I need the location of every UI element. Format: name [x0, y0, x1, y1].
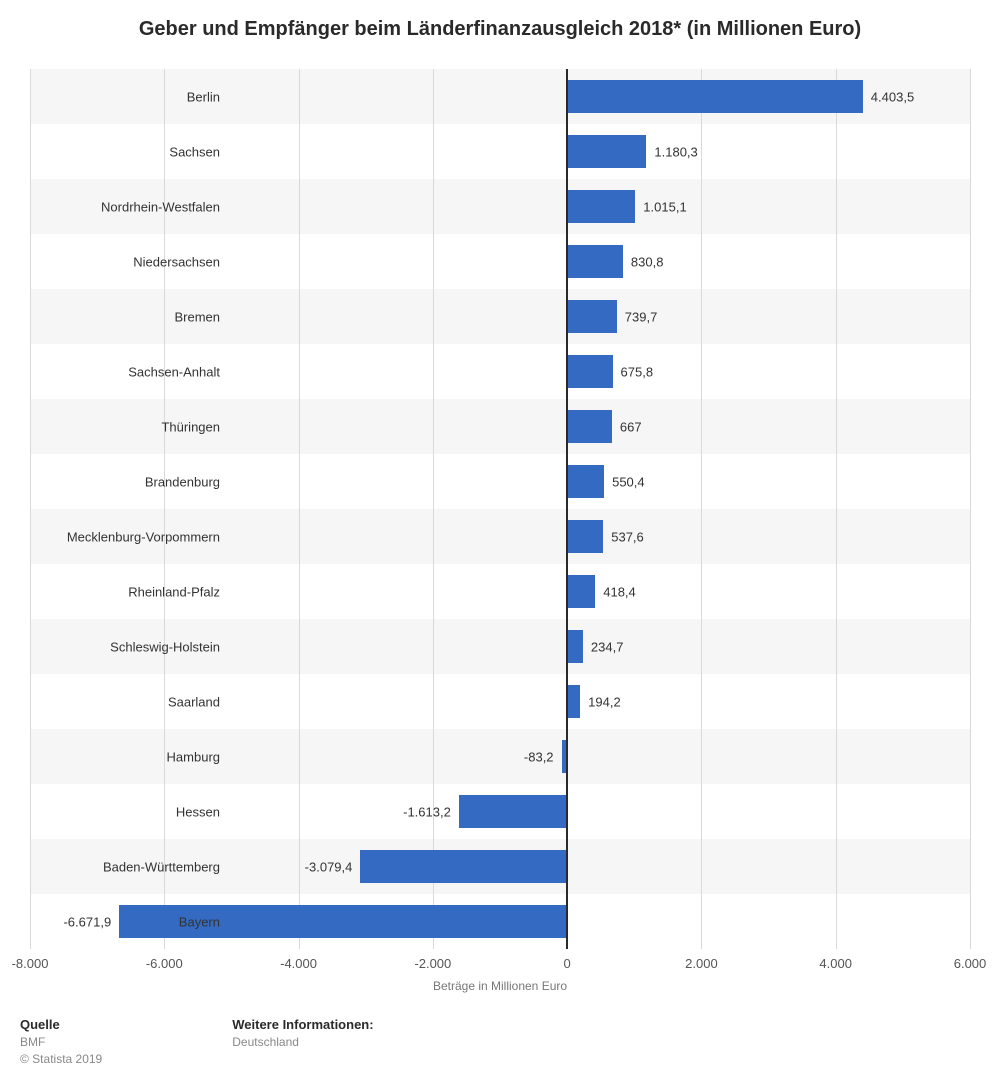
zero-line [566, 69, 568, 949]
bar-row: Berlin 4.403,5 [30, 69, 970, 124]
value-label: 194,2 [588, 694, 621, 709]
value-label: -3.079,4 [305, 859, 353, 874]
value-label: -83,2 [524, 749, 554, 764]
category-label: Schleswig-Holstein [110, 639, 230, 654]
category-label: Niedersachsen [133, 254, 230, 269]
x-tick-label: 2.000 [685, 956, 718, 971]
value-label: 550,4 [612, 474, 645, 489]
value-label: 675,8 [621, 364, 654, 379]
bar-row: Baden-Württemberg -3.079,4 [30, 839, 970, 894]
row-stripe [30, 289, 970, 344]
bar-row: Sachsen 1.180,3 [30, 124, 970, 179]
bar [459, 795, 567, 828]
x-tick-label: 0 [564, 956, 571, 971]
bar [567, 685, 580, 718]
bar-row: Saarland 194,2 [30, 674, 970, 729]
bar [567, 465, 604, 498]
x-tick-label: -8.000 [12, 956, 49, 971]
source-name: BMF [20, 1034, 102, 1051]
bar [567, 520, 603, 553]
category-label: Bremen [174, 309, 230, 324]
grid-line [701, 69, 702, 949]
bar [567, 410, 612, 443]
value-label: -1.613,2 [403, 804, 451, 819]
info-text: Deutschland [232, 1034, 373, 1051]
bar-row: Bayern -6.671,9 [30, 894, 970, 949]
value-label: 418,4 [603, 584, 636, 599]
info-block: Weitere Informationen: Deutschland [232, 1017, 373, 1068]
category-label: Hamburg [167, 749, 230, 764]
value-label: 739,7 [625, 309, 658, 324]
bar [567, 190, 635, 223]
bar-row: Mecklenburg-Vorpommern 537,6 [30, 509, 970, 564]
value-label: 1.015,1 [643, 199, 686, 214]
x-tick-label: -2.000 [414, 956, 451, 971]
plot-area: Berlin 4.403,5 Sachsen 1.180,3 Nordrhein-Wes… [30, 69, 970, 989]
category-label: Sachsen [169, 144, 230, 159]
bar-row: Bremen 739,7 [30, 289, 970, 344]
category-label: Rheinland-Pfalz [128, 584, 230, 599]
category-label: Mecklenburg-Vorpommern [67, 529, 230, 544]
category-label: Nordrhein-Westfalen [101, 199, 230, 214]
bar [567, 245, 623, 278]
grid-line [970, 69, 971, 949]
bar [567, 300, 617, 333]
value-label: 234,7 [591, 639, 624, 654]
value-label: 667 [620, 419, 642, 434]
info-heading: Weitere Informationen: [232, 1017, 373, 1032]
x-tick-label: -4.000 [280, 956, 317, 971]
bar [360, 850, 567, 883]
category-label: Berlin [187, 89, 230, 104]
bar-row: Schleswig-Holstein 234,7 [30, 619, 970, 674]
x-axis-title: Beträge in Millionen Euro [433, 979, 567, 993]
bar-row: Hamburg -83,2 [30, 729, 970, 784]
bar-row: Nordrhein-Westfalen 1.015,1 [30, 179, 970, 234]
bar-row: Rheinland-Pfalz 418,4 [30, 564, 970, 619]
chart-footer: Quelle BMF © Statista 2019 Weitere Infor… [0, 989, 1000, 1088]
bar-row: Hessen -1.613,2 [30, 784, 970, 839]
source-block: Quelle BMF © Statista 2019 [20, 1017, 102, 1068]
copyright-text: © Statista 2019 [20, 1051, 102, 1068]
bar-row: Sachsen-Anhalt 675,8 [30, 344, 970, 399]
bar [567, 80, 863, 113]
bar [567, 135, 646, 168]
x-tick-label: -6.000 [146, 956, 183, 971]
bar [567, 630, 583, 663]
x-tick-label: 4.000 [819, 956, 852, 971]
value-label: 1.180,3 [654, 144, 697, 159]
source-heading: Quelle [20, 1017, 102, 1032]
value-label: 4.403,5 [871, 89, 914, 104]
x-tick-label: 6.000 [954, 956, 987, 971]
category-label: Sachsen-Anhalt [128, 364, 230, 379]
bar-rows: Berlin 4.403,5 Sachsen 1.180,3 Nordrhein-Wes… [30, 69, 970, 949]
bar [567, 355, 612, 388]
grid-line [836, 69, 837, 949]
value-label: 830,8 [631, 254, 664, 269]
category-label: Baden-Württemberg [103, 859, 230, 874]
bar-row: Brandenburg 550,4 [30, 454, 970, 509]
grid-line [299, 69, 300, 949]
category-label: Thüringen [161, 419, 230, 434]
chart-container: Geber und Empfänger beim Länderfinanzaus… [0, 0, 1000, 1088]
category-label: Bayern [179, 914, 230, 929]
category-label: Hessen [176, 804, 230, 819]
category-label: Brandenburg [145, 474, 230, 489]
bar [567, 575, 595, 608]
category-label: Saarland [168, 694, 230, 709]
value-label: 537,6 [611, 529, 644, 544]
chart-title: Geber und Empfänger beim Länderfinanzaus… [0, 0, 1000, 51]
bar-row: Thüringen 667 [30, 399, 970, 454]
grid-line [30, 69, 31, 949]
bar-row: Niedersachsen 830,8 [30, 234, 970, 289]
value-label: -6.671,9 [63, 914, 111, 929]
